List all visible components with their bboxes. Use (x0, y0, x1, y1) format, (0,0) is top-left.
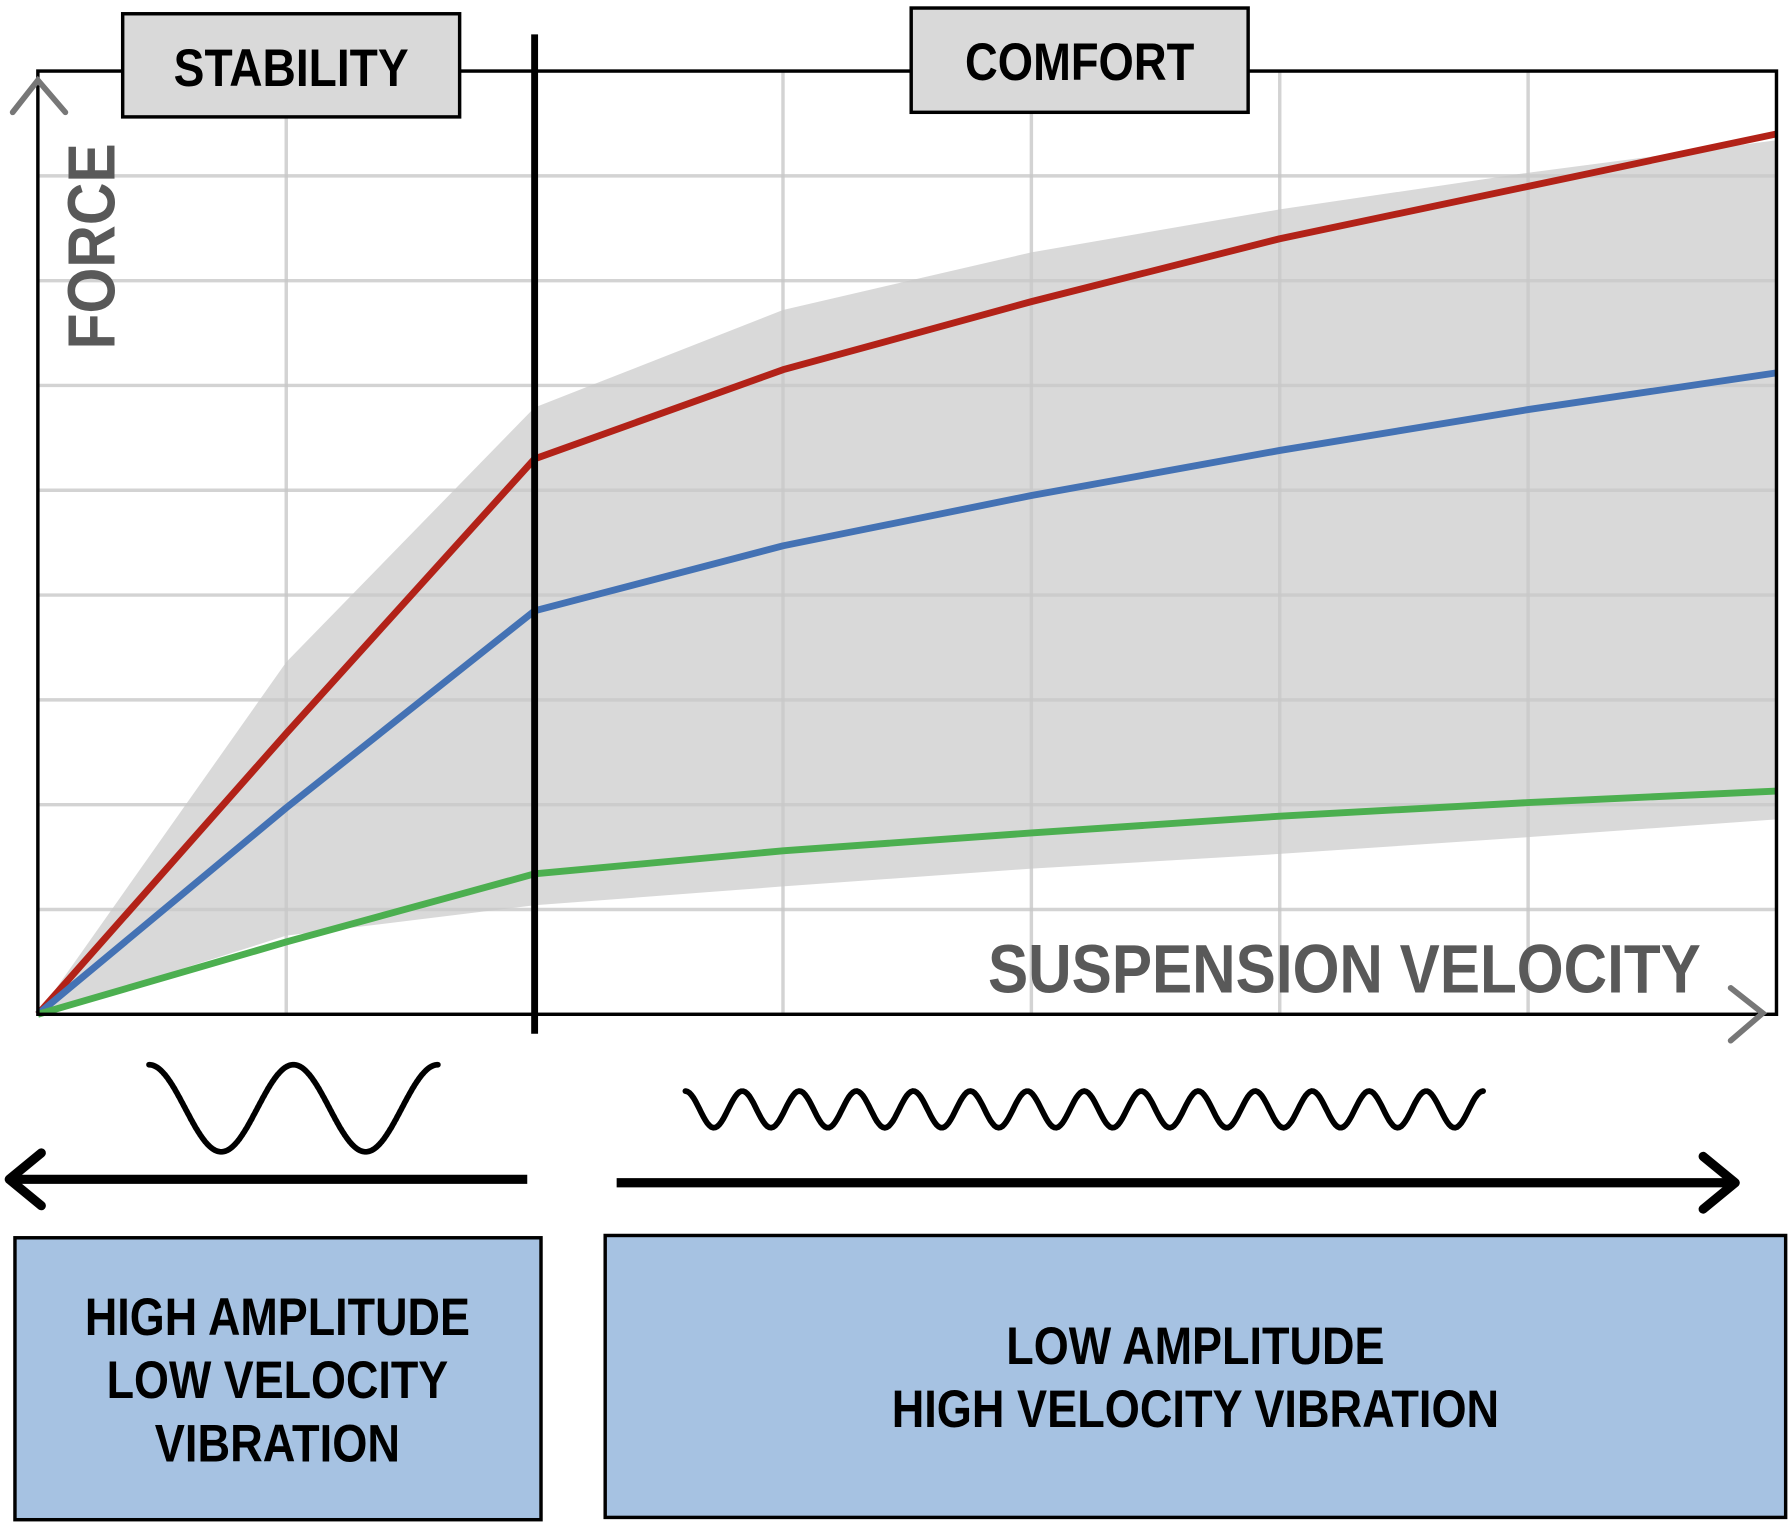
x-axis-arrow-icon (1727, 985, 1768, 1044)
plot-frame (36, 69, 1779, 1017)
high-amplitude-line-3: VIBRATION (155, 1414, 400, 1473)
high-amplitude-line-1: HIGH AMPLITUDE (85, 1288, 470, 1347)
high-amplitude-box: HIGH AMPLITUDE LOW VELOCITY VIBRATION (13, 1236, 543, 1522)
series-line-2 (35, 369, 1777, 1017)
comfort-text: COMFORT (965, 33, 1194, 92)
y-axis-label: FORCE (56, 143, 130, 349)
high-frequency-wave-icon (682, 1088, 1486, 1131)
stability-text: STABILITY (174, 39, 409, 98)
low-amplitude-line-1: LOW AMPLITUDE (1006, 1317, 1384, 1376)
low-amplitude-line-2: HIGH VELOCITY VIBRATION (892, 1380, 1499, 1439)
series-line-3 (36, 787, 1777, 1018)
range-band (37, 140, 1777, 1015)
low-amplitude-box: LOW AMPLITUDE HIGH VELOCITY VIBRATION (603, 1233, 1788, 1520)
x-axis-label: SUSPENSION VELOCITY (988, 931, 1701, 1008)
stability-label: STABILITY (120, 12, 462, 119)
series-line-1 (35, 130, 1778, 1017)
left-arrow-icon (4, 1148, 528, 1211)
y-axis-arrow-icon (9, 75, 69, 116)
comfort-label: COMFORT (909, 6, 1250, 115)
right-arrow-icon (616, 1151, 1740, 1214)
low-frequency-wave-icon (146, 1061, 441, 1155)
high-amplitude-line-2: LOW VELOCITY (107, 1351, 449, 1410)
